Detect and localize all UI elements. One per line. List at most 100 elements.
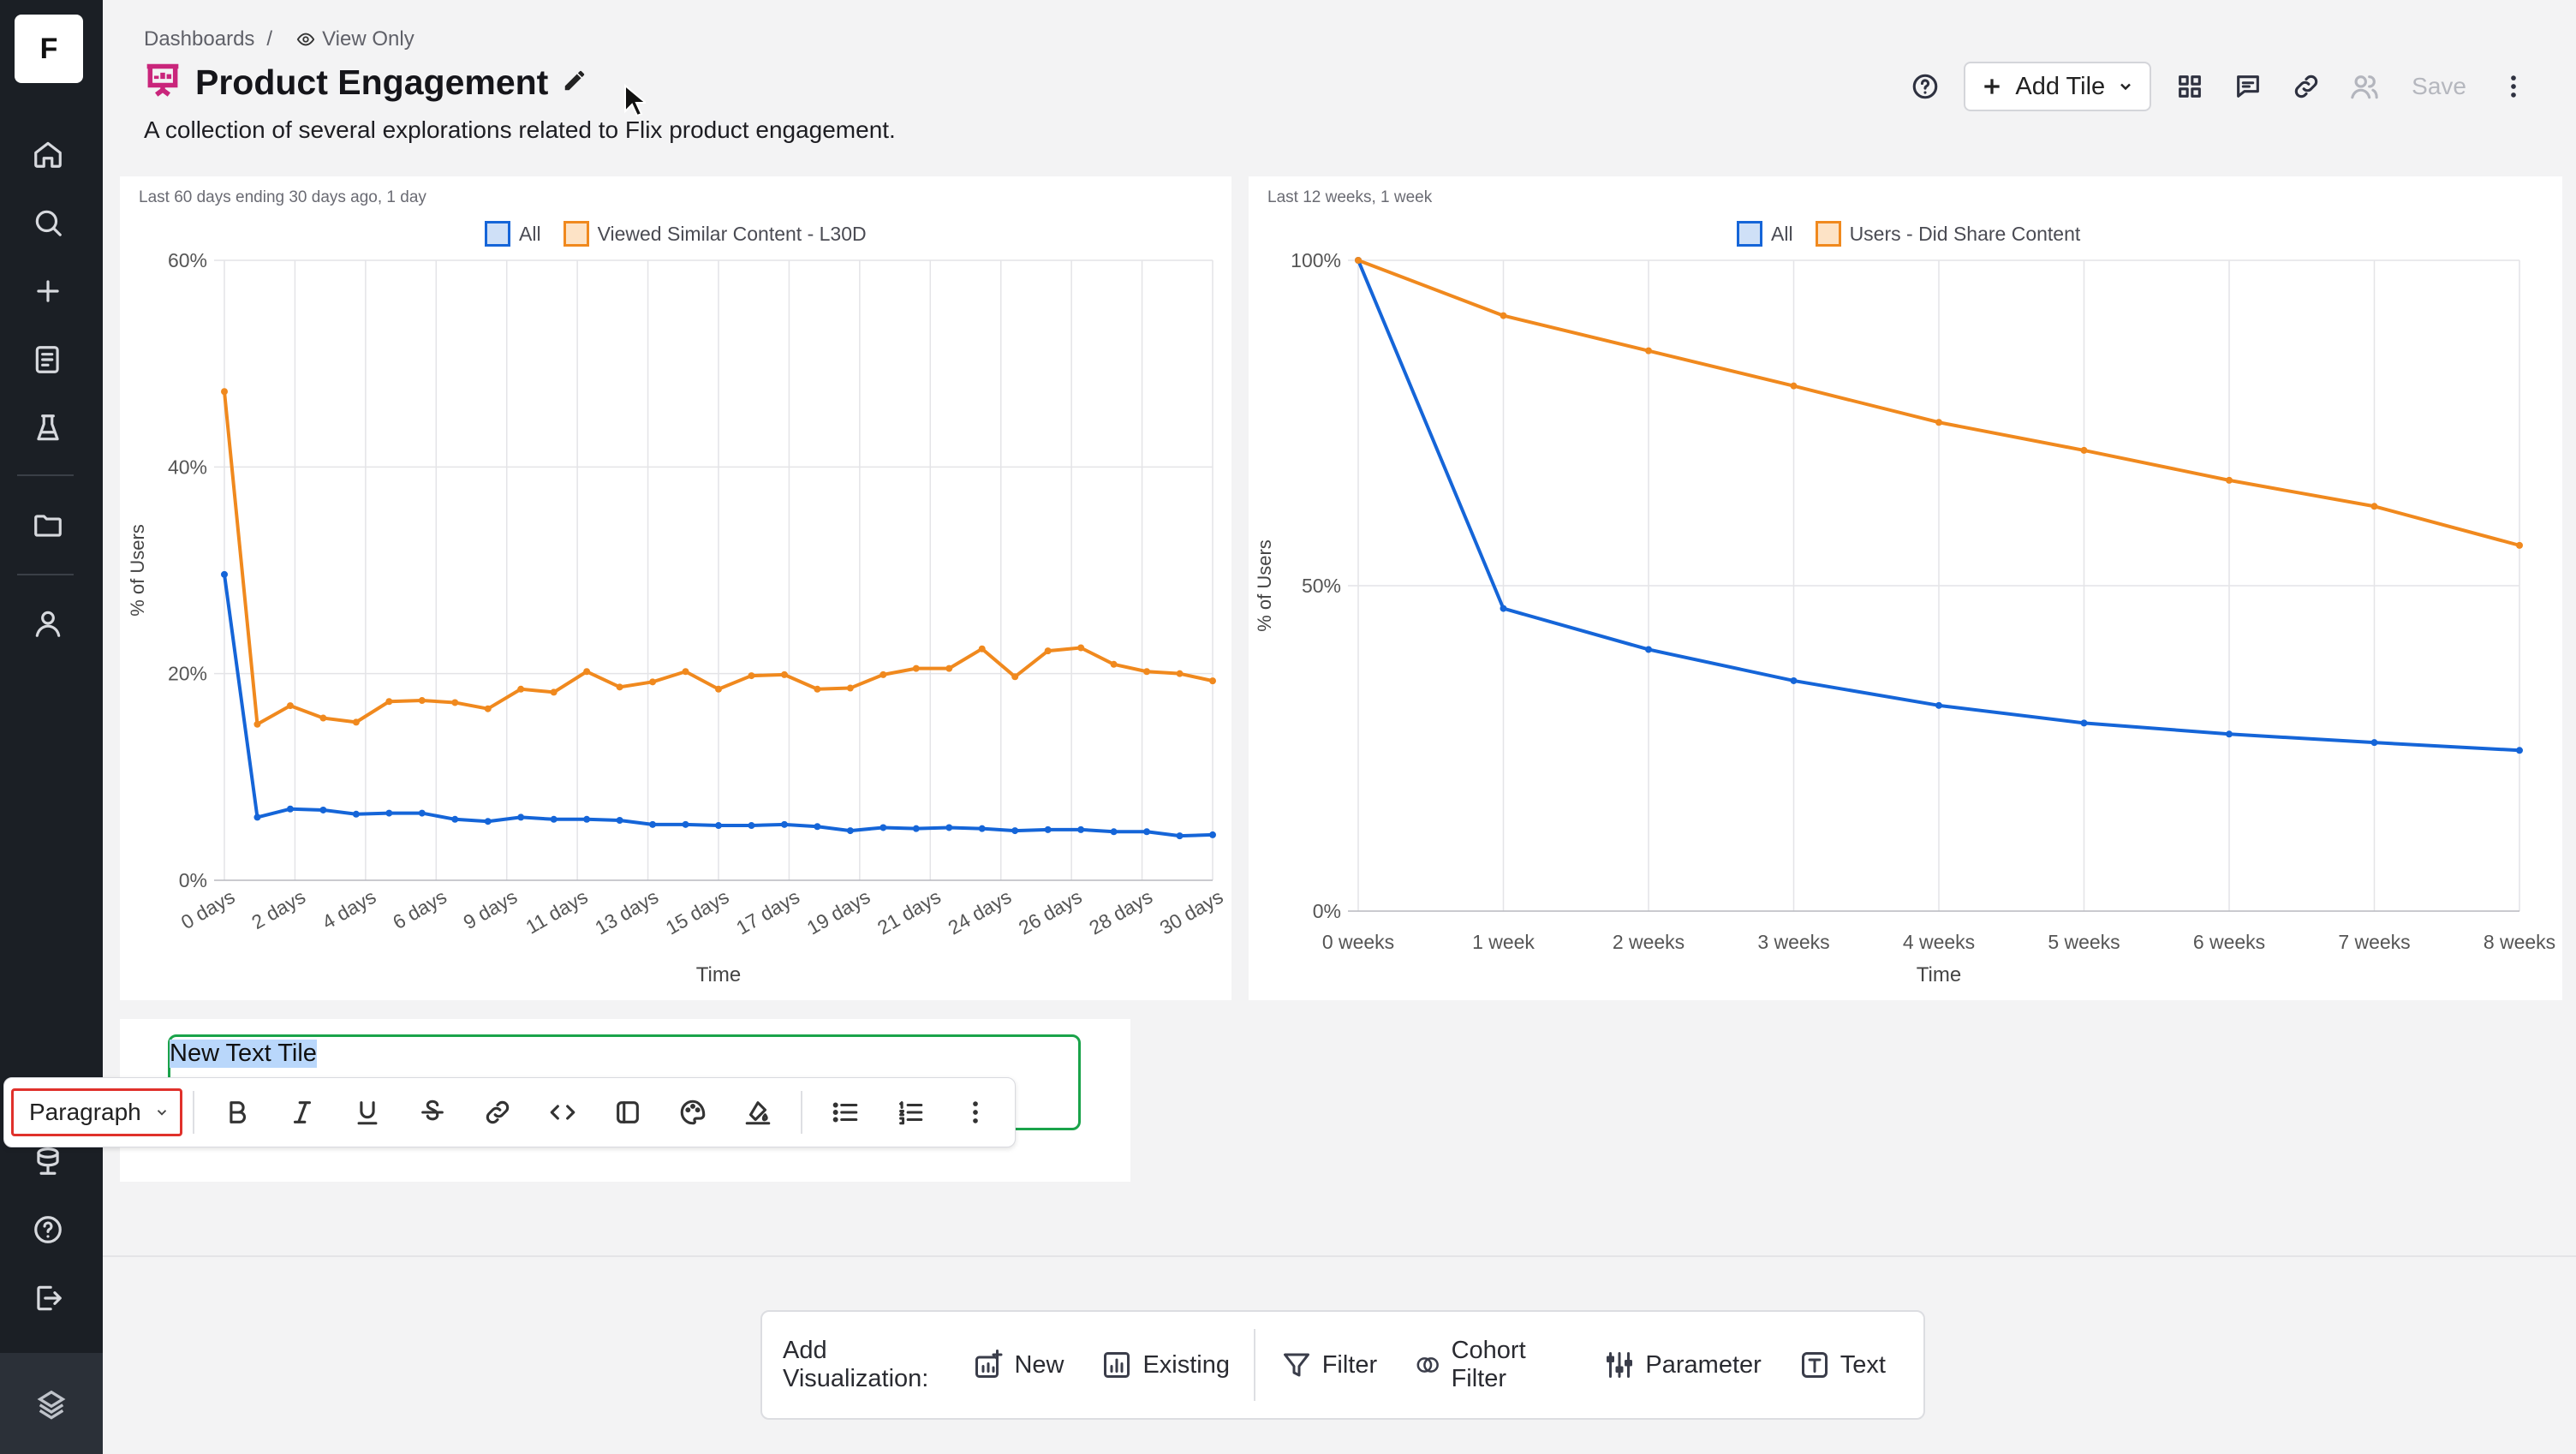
notebook-icon[interactable]	[26, 337, 70, 382]
x-tick-label: 4 weeks	[1903, 931, 1975, 953]
italic-icon[interactable]	[270, 1088, 335, 1136]
text-color-palette-icon[interactable]	[660, 1088, 725, 1136]
data-point	[1044, 825, 1052, 833]
text-tile-content[interactable]: New Text Tile	[170, 1040, 317, 1068]
chart-tile-similar-content[interactable]: Last 60 days ending 30 days ago, 1 day A…	[120, 176, 1231, 1000]
x-tick-label: 3 weeks	[1757, 931, 1829, 953]
bold-icon[interactable]	[205, 1088, 270, 1136]
x-tick-label: 0 weeks	[1322, 931, 1394, 953]
text-tile-button[interactable]: Text	[1799, 1350, 1886, 1380]
x-tick-label: 30 days	[1156, 885, 1227, 939]
x-tick-label: 6 weeks	[2193, 931, 2265, 953]
data-point	[1110, 828, 1118, 836]
save-button[interactable]: Save	[2412, 73, 2466, 99]
home-icon[interactable]	[26, 132, 70, 176]
block-type-select[interactable]: Paragraph	[11, 1088, 182, 1136]
breadcrumb-separator: /	[266, 27, 273, 51]
data-point	[319, 714, 327, 722]
breadcrumb-root-link[interactable]: Dashboards	[144, 27, 255, 51]
x-axis-title: Time	[696, 963, 741, 986]
new-visualization-button[interactable]: New	[973, 1350, 1064, 1380]
data-point	[385, 809, 393, 817]
existing-visualization-button[interactable]: Existing	[1101, 1350, 1230, 1380]
edit-title-icon[interactable]	[562, 68, 587, 98]
add-bar-divider	[1254, 1329, 1255, 1401]
data-point	[649, 820, 657, 828]
data-point	[517, 685, 525, 693]
data-point	[352, 718, 360, 726]
data-point	[814, 685, 821, 693]
code-block-icon[interactable]	[595, 1088, 660, 1136]
lab-flask-icon[interactable]	[26, 406, 70, 450]
data-point	[1044, 647, 1052, 655]
x-tick-label: 9 days	[460, 885, 522, 933]
highlight-fill-icon[interactable]	[725, 1088, 790, 1136]
comment-icon[interactable]	[2228, 67, 2268, 106]
data-point	[748, 822, 755, 830]
x-tick-label: 2 weeks	[1613, 931, 1685, 953]
x-tick-label: 28 days	[1085, 885, 1156, 939]
workspace-switcher[interactable]	[0, 1353, 103, 1454]
breadcrumb: Dashboards / View Only	[144, 27, 414, 51]
data-point	[1176, 670, 1184, 677]
nav-divider	[17, 574, 74, 575]
x-tick-label: 5 weeks	[2048, 931, 2120, 953]
data-point	[286, 805, 294, 813]
app-logo[interactable]: F	[15, 15, 83, 83]
data-point	[945, 664, 953, 672]
cohort-filter-button[interactable]: Cohort Filter	[1415, 1337, 1566, 1393]
plus-icon[interactable]	[26, 269, 70, 313]
numbered-list-icon[interactable]	[878, 1088, 943, 1136]
data-point	[780, 820, 788, 828]
data-point	[1143, 828, 1151, 836]
cohort-filter-icon	[1416, 1357, 1440, 1373]
data-point	[880, 670, 887, 678]
legend-item-cohort[interactable]: Users - Did Share Content	[1815, 221, 2080, 247]
parameter-button[interactable]: Parameter	[1604, 1350, 1762, 1380]
legend-item-all[interactable]: All	[485, 221, 541, 247]
data-point	[451, 699, 459, 706]
y-axis-title: % of Users	[127, 524, 148, 617]
bullet-list-icon[interactable]	[813, 1088, 878, 1136]
add-tile-button[interactable]: Add Tile	[1964, 62, 2152, 111]
data-point	[2516, 541, 2523, 549]
strikethrough-icon[interactable]	[400, 1088, 465, 1136]
more-vertical-icon[interactable]	[2494, 67, 2533, 106]
data-point	[550, 688, 558, 696]
data-point	[418, 809, 426, 817]
link-icon[interactable]	[465, 1088, 530, 1136]
help-icon[interactable]	[26, 1207, 70, 1252]
legend-item-cohort[interactable]: Viewed Similar Content - L30D	[563, 221, 867, 247]
x-tick-label: 2 days	[247, 885, 309, 933]
search-icon[interactable]	[26, 200, 70, 245]
code-icon[interactable]	[530, 1088, 595, 1136]
data-point	[319, 806, 327, 813]
more-vertical-icon[interactable]	[943, 1088, 1008, 1136]
add-visualization-bar: Add Visualization: New Existing Filter C…	[760, 1310, 1925, 1420]
existing-chart-icon	[1104, 1352, 1130, 1378]
x-tick-label: 24 days	[944, 885, 1015, 939]
link-icon[interactable]	[2287, 67, 2326, 106]
x-tick-label: 1 week	[1472, 931, 1535, 953]
help-circle-icon[interactable]	[1905, 67, 1945, 106]
page-title: Product Engagement	[195, 63, 549, 102]
underline-icon[interactable]	[335, 1088, 400, 1136]
grid-layout-icon[interactable]	[2170, 67, 2209, 106]
filter-button[interactable]: Filter	[1281, 1350, 1377, 1380]
data-point	[1110, 660, 1118, 668]
user-icon[interactable]	[26, 601, 70, 646]
folder-icon[interactable]	[26, 504, 70, 548]
data-point	[945, 824, 953, 831]
legend-item-all[interactable]: All	[1737, 221, 1793, 247]
toolbar-divider	[801, 1091, 802, 1134]
logout-icon[interactable]	[26, 1276, 70, 1320]
chart-tile-share-content[interactable]: Last 12 weeks, 1 week All Users - Did Sh…	[1249, 176, 2562, 1000]
data-point	[1790, 676, 1798, 684]
share-users-icon[interactable]	[2345, 67, 2384, 106]
data-point	[352, 810, 360, 818]
data-point	[2226, 730, 2233, 738]
data-point	[978, 645, 986, 653]
database-icon[interactable]	[26, 1139, 70, 1183]
x-tick-label: 13 days	[591, 885, 662, 939]
section-divider	[103, 1255, 2576, 1257]
